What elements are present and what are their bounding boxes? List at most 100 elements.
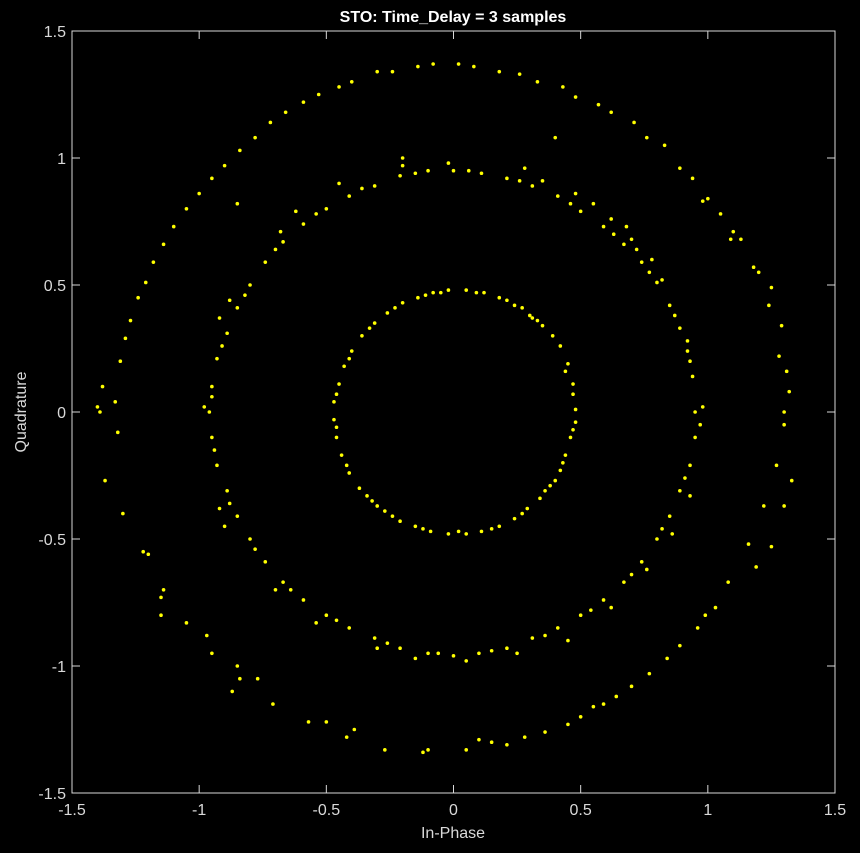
scatter-point — [100, 384, 105, 389]
scatter-point — [342, 364, 346, 369]
scatter-point — [316, 92, 321, 97]
points-layer — [95, 62, 794, 755]
scatter-point — [774, 463, 779, 468]
scatter-point — [670, 532, 675, 536]
scatter-point — [115, 430, 120, 435]
scatter-point — [530, 184, 535, 188]
scatter-point — [520, 306, 524, 310]
scatter-point — [215, 463, 219, 468]
scatter-point — [688, 463, 692, 468]
scatter-point — [728, 237, 733, 242]
scatter-point — [413, 656, 418, 661]
scatter-point — [558, 468, 563, 473]
scatter-point — [334, 425, 339, 430]
scatter-point — [184, 207, 189, 211]
scatter-point — [372, 321, 377, 325]
scatter-point — [571, 382, 575, 386]
scatter-point — [210, 651, 214, 656]
scatter-point — [238, 148, 242, 153]
scatter-point — [400, 300, 405, 305]
scatter-point — [561, 85, 565, 89]
scatter-point — [207, 410, 212, 414]
scatter-point — [700, 199, 705, 203]
scatter-point — [535, 80, 540, 84]
scatter-point — [690, 374, 695, 379]
scatter-point — [123, 336, 128, 341]
scatter-point — [143, 280, 148, 285]
scatter-point — [301, 100, 306, 104]
scatter-point — [372, 636, 377, 640]
scatter-point — [660, 527, 664, 531]
scatter-point — [248, 283, 252, 287]
scatter-point — [726, 580, 730, 584]
scatter-point — [644, 567, 649, 572]
scatter-point — [337, 85, 341, 89]
scatter-point — [121, 511, 125, 516]
scatter-point — [777, 354, 781, 358]
scatter-point — [667, 303, 672, 308]
scatter-point — [210, 394, 214, 399]
scatter-point — [184, 621, 189, 625]
scatter-point — [713, 605, 718, 610]
scatter-point — [365, 494, 369, 498]
scatter-point — [540, 323, 545, 328]
scatter-point — [136, 295, 140, 300]
scatter-point — [477, 737, 481, 742]
scatter-point — [416, 295, 420, 300]
scatter-point — [263, 560, 268, 564]
scatter-point — [566, 638, 570, 643]
scatter-point — [375, 504, 380, 508]
scatter-point — [497, 69, 502, 74]
scatter-point — [693, 410, 697, 414]
scatter-point — [431, 62, 435, 66]
scatter-point — [566, 722, 570, 727]
scatter-point — [464, 532, 469, 536]
scatter-point — [161, 242, 166, 247]
scatter-point — [756, 270, 761, 275]
scatter-point — [464, 748, 469, 752]
scatter-point — [517, 72, 522, 76]
y-tick-label: 1.5 — [44, 24, 66, 41]
scatter-point — [535, 318, 540, 323]
y-tick-label: 0.5 — [44, 278, 66, 295]
scatter-point — [655, 280, 659, 285]
scatter-point — [360, 186, 364, 191]
scatter-point — [385, 641, 390, 645]
scatter-point — [337, 382, 341, 386]
scatter-point — [197, 191, 201, 196]
scatter-point — [505, 298, 509, 303]
scatter-point — [528, 313, 532, 318]
scatter-point — [141, 549, 146, 554]
scatter-point — [700, 405, 705, 409]
scatter-point — [230, 689, 235, 694]
scatter-point — [479, 529, 484, 534]
scatter-point — [482, 290, 486, 295]
scatter-point — [339, 453, 344, 457]
scatter-point — [235, 664, 240, 668]
scatter-point — [678, 643, 682, 648]
scatter-point — [596, 102, 601, 107]
scatter-point — [695, 626, 700, 630]
scatter-point — [464, 659, 469, 663]
scatter-point — [540, 179, 545, 183]
scatter-point — [390, 514, 395, 518]
scatter-point — [334, 392, 339, 397]
x-tick-label: -0.5 — [313, 802, 341, 819]
scatter-point — [573, 95, 578, 99]
x-tick-label: 1.5 — [824, 802, 846, 819]
scatter-point — [515, 651, 519, 656]
scatter-point — [253, 135, 257, 140]
scatter-point — [372, 184, 377, 188]
scatter-point — [332, 417, 336, 422]
scatter-point — [128, 318, 133, 323]
scatter-point — [667, 514, 672, 518]
scatter-point — [568, 435, 573, 440]
scatter-point — [634, 247, 639, 252]
scatter-point — [204, 633, 209, 638]
scatter-point — [660, 278, 664, 282]
scatter-point — [400, 163, 405, 168]
scatter-point — [255, 676, 260, 681]
scatter-point — [477, 651, 481, 656]
scatter-point — [685, 339, 690, 343]
